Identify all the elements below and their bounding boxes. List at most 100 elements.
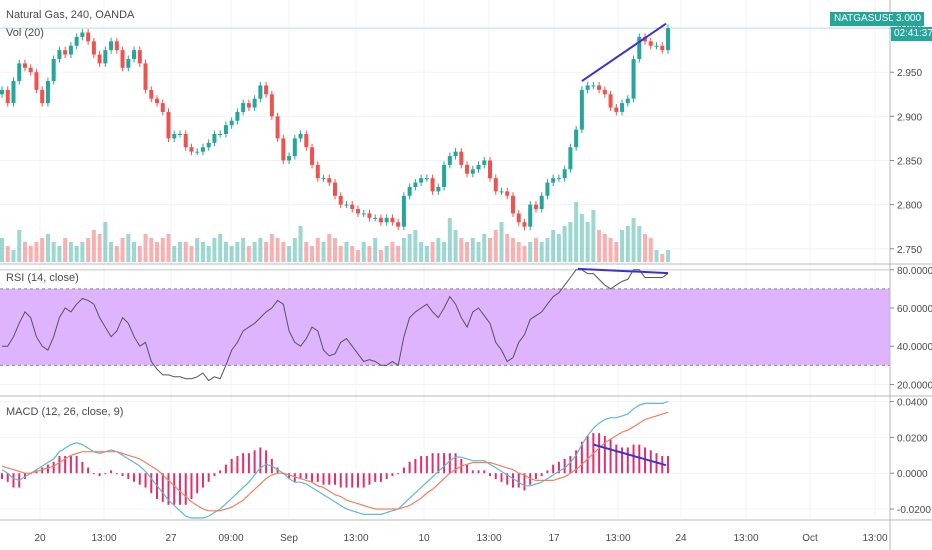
candle-body xyxy=(482,160,487,165)
histogram-bar xyxy=(437,453,440,474)
volume-bar xyxy=(160,238,165,262)
histogram-bar xyxy=(466,464,469,474)
volume-bar xyxy=(516,242,521,262)
candle-body xyxy=(625,98,630,104)
histogram-bar xyxy=(506,473,509,485)
volume-bar xyxy=(660,254,665,262)
histogram-bar xyxy=(425,456,428,474)
candle-body xyxy=(235,111,240,121)
rsi-series-line xyxy=(2,269,669,382)
candle-body xyxy=(91,41,96,55)
histogram-bar xyxy=(563,458,566,474)
candle-body xyxy=(637,36,642,59)
histogram-bar xyxy=(345,473,348,488)
volume-bar xyxy=(97,234,102,262)
volume-bar xyxy=(465,242,470,262)
candle-body xyxy=(488,160,493,179)
histogram-bar xyxy=(311,473,314,482)
candle-body xyxy=(143,63,148,90)
histogram-bar xyxy=(603,435,606,474)
candle-body xyxy=(218,134,223,135)
histogram-bar xyxy=(621,447,624,474)
volume-bar xyxy=(505,234,510,262)
rsi-band xyxy=(0,269,890,366)
candle-body xyxy=(516,213,521,223)
y-tick-label: 60.0000 xyxy=(897,304,932,315)
x-tick-label: 13:00 xyxy=(476,533,501,544)
candle-body xyxy=(74,36,79,46)
histogram-bar xyxy=(362,473,365,488)
candle-body xyxy=(562,169,567,179)
volume-bar xyxy=(631,218,636,262)
candle-body xyxy=(298,134,303,139)
candle-body xyxy=(545,182,550,196)
histogram-bar xyxy=(81,461,84,474)
volume-bar xyxy=(149,238,154,262)
histogram-bar xyxy=(511,473,514,488)
volume-bar xyxy=(447,218,452,262)
volume-bar xyxy=(459,238,464,262)
histogram-bar xyxy=(184,473,187,505)
volume-bar xyxy=(57,246,62,262)
histogram-bar xyxy=(236,456,239,474)
candle-body xyxy=(258,85,263,99)
histogram-bar xyxy=(575,450,578,474)
volume-bar xyxy=(74,246,79,262)
histogram-bar xyxy=(477,470,480,474)
volume-bars xyxy=(0,202,671,262)
candle-body xyxy=(177,134,182,135)
histogram-bar xyxy=(615,444,618,474)
volume-bar xyxy=(413,230,418,262)
macd-lines xyxy=(1,401,669,519)
histogram-bar xyxy=(87,467,90,474)
histogram-bar xyxy=(247,453,250,474)
candle-body xyxy=(608,94,613,108)
candle-body xyxy=(505,191,510,196)
y-tick-label: 20.0000 xyxy=(897,380,932,391)
candle-body xyxy=(241,103,246,112)
x-tick-label: 24 xyxy=(675,533,687,544)
volume-bar xyxy=(304,242,309,262)
histogram-bar xyxy=(598,433,601,474)
volume-bar xyxy=(378,250,383,262)
volume-bar xyxy=(384,246,389,262)
volume-bar xyxy=(298,226,303,262)
histogram-bar xyxy=(339,473,342,488)
candlesticks xyxy=(0,24,671,231)
candle-body xyxy=(539,195,544,210)
volume-bar xyxy=(608,238,613,262)
volume-bar xyxy=(275,238,280,262)
histogram-bar xyxy=(402,467,405,474)
candle-body xyxy=(602,89,607,95)
y-tick-label: 0.0200 xyxy=(897,433,928,444)
volume-bar xyxy=(424,246,429,262)
volume-bar xyxy=(0,238,5,262)
candle-body xyxy=(246,103,251,108)
volume-bar xyxy=(327,234,332,262)
candle-body xyxy=(275,116,280,139)
volume-bar xyxy=(602,234,607,262)
histogram-bar xyxy=(127,473,130,479)
volume-bar xyxy=(482,234,487,262)
volume-bar xyxy=(470,238,475,262)
candle-body xyxy=(585,85,590,90)
candle-body xyxy=(22,63,27,68)
volume-bar xyxy=(476,242,481,262)
histogram-bar xyxy=(500,473,503,482)
x-tick-label: 13:00 xyxy=(91,533,116,544)
volume-bar xyxy=(361,242,366,262)
candle-body xyxy=(327,178,332,183)
candle-body xyxy=(665,28,671,51)
volume-bar xyxy=(551,230,556,262)
histogram-bar xyxy=(178,473,181,505)
volume-bar xyxy=(109,242,114,262)
candle-body xyxy=(510,195,515,214)
volume-bar xyxy=(51,242,56,262)
histogram-bar xyxy=(6,473,9,482)
histogram-bar xyxy=(52,461,55,474)
candle-body xyxy=(499,191,504,193)
candle-body xyxy=(137,50,142,64)
volume-bar xyxy=(620,230,625,262)
volume-bar xyxy=(22,242,27,262)
histogram-bar xyxy=(46,464,49,474)
